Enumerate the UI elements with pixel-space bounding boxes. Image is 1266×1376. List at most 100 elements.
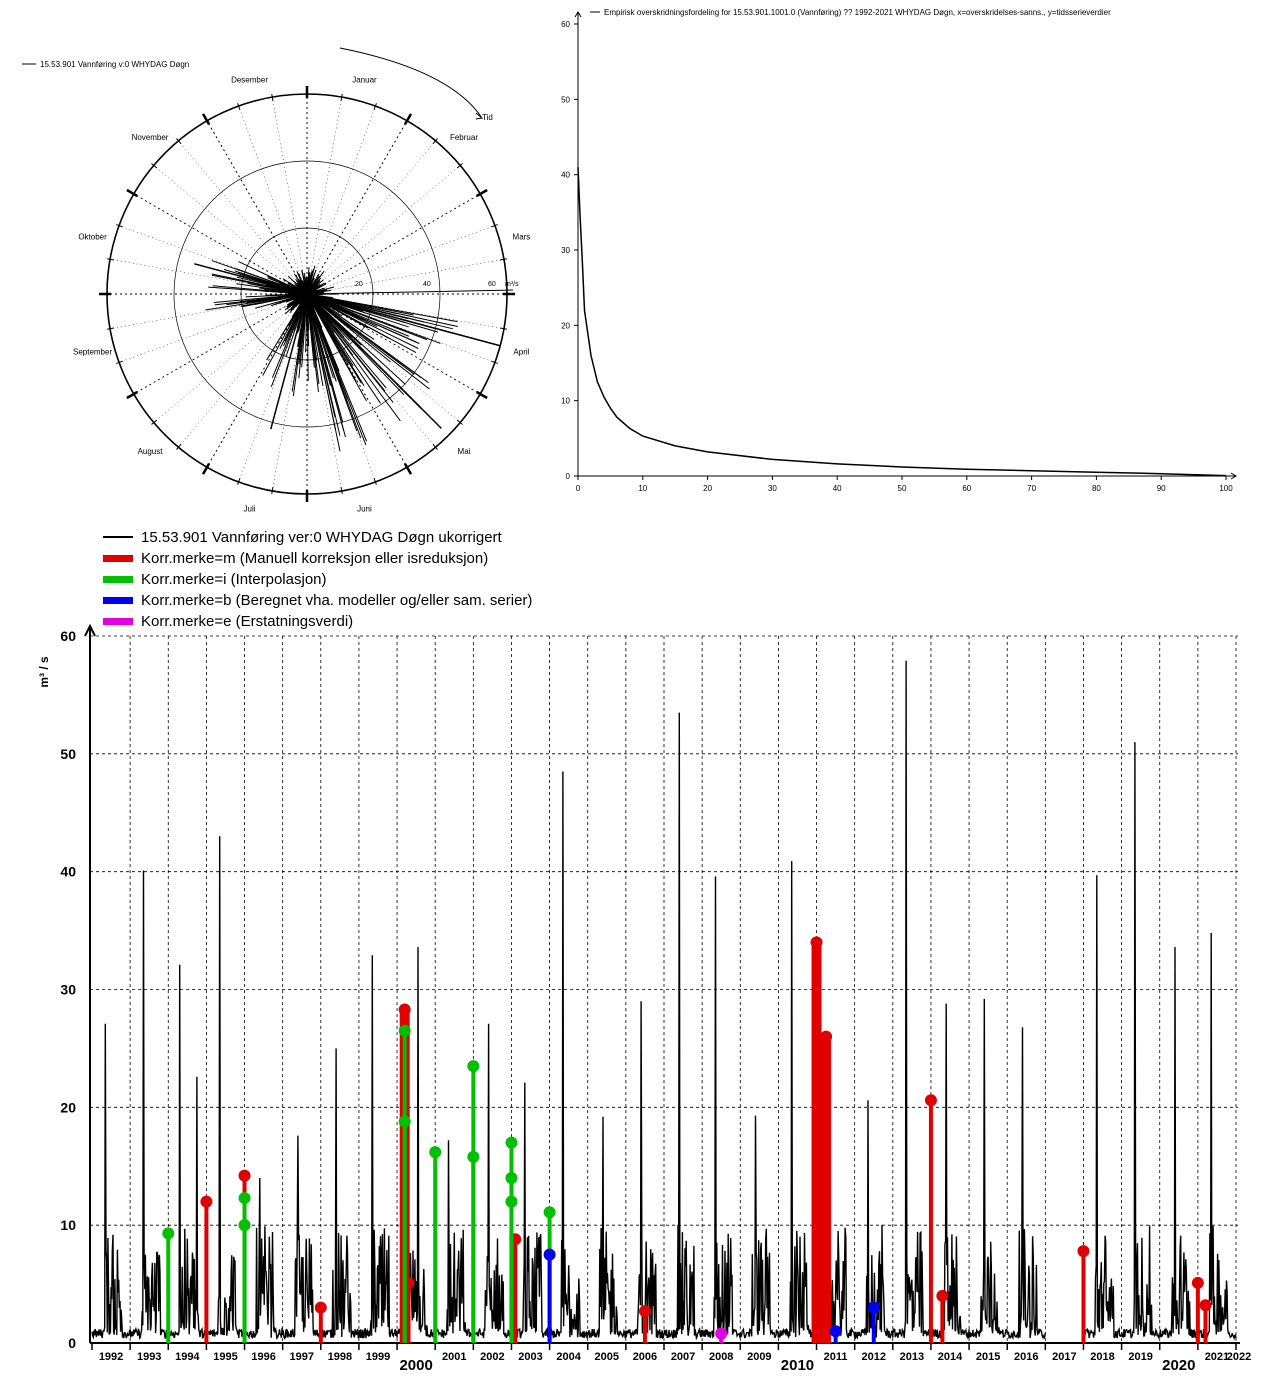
polar-spoke — [306, 293, 496, 363]
year-label-2015: 2015 — [976, 1351, 1000, 1363]
correction-marker — [829, 1325, 842, 1338]
polar-spoke — [178, 140, 308, 295]
timeseries-y-tick-label: 30 — [60, 982, 76, 998]
time-direction-arc — [339, 47, 483, 119]
year-label-2002: 2002 — [480, 1351, 504, 1363]
polar-spoke — [306, 293, 342, 492]
polar-spoke — [206, 120, 308, 295]
year-label-2009: 2009 — [747, 1351, 771, 1363]
correction-marker — [238, 1219, 251, 1232]
timeseries-y-tick-label: 20 — [60, 1099, 76, 1115]
polar-radial-value — [212, 285, 308, 295]
correction-marker — [162, 1227, 175, 1240]
polar-radial-value — [306, 289, 318, 295]
polar-radius-axis — [306, 289, 514, 295]
polar-spoke — [306, 293, 408, 468]
polar-spoke — [306, 140, 436, 295]
correction-marker — [238, 1169, 251, 1182]
correction-marker — [810, 936, 823, 949]
polar-spoke — [133, 193, 308, 295]
exceedance-legend-label: Empirisk overskridningsfordeling for 15.… — [604, 8, 1111, 17]
correction-marker — [867, 1301, 880, 1314]
timeseries-y-tick-label: 10 — [60, 1217, 76, 1233]
year-label-1998: 1998 — [328, 1351, 352, 1363]
month-label-november: November — [132, 133, 169, 142]
polar-spoke — [306, 165, 461, 295]
exceedance-x-tick-label: 30 — [768, 484, 777, 493]
polar-tick — [373, 478, 377, 485]
exceedance-y-tick-label: 0 — [566, 472, 571, 481]
ring-label-60: 60 — [488, 281, 496, 288]
polar-radial-value — [214, 293, 308, 306]
polar-tick — [373, 103, 377, 110]
polar-radial-value — [306, 293, 409, 328]
year-label-1994: 1994 — [175, 1351, 200, 1363]
year-label-2004: 2004 — [556, 1351, 581, 1363]
polar-peak-line — [306, 293, 421, 408]
exceedance-x-arrow — [1230, 472, 1237, 480]
polar-tick — [237, 103, 241, 110]
polar-spoke — [306, 193, 481, 295]
exceedance-x-tick-label: 0 — [576, 484, 581, 493]
timeseries-y-tick-label: 0 — [68, 1335, 76, 1351]
polar-spoke — [306, 259, 505, 295]
exceedance-x-tick-label: 60 — [962, 484, 971, 493]
correction-marker — [820, 1030, 833, 1043]
year-label-2022: 2022 — [1227, 1351, 1251, 1363]
correction-marker — [429, 1146, 442, 1159]
polar-ring-2 — [173, 160, 441, 428]
timeseries-y-ticks: 0 10 20 30 40 50 60 — [60, 628, 76, 1351]
polar-spoke — [153, 165, 308, 295]
exceedance-y-tick-label: 50 — [561, 95, 570, 104]
exceedance-y-tick-label: 20 — [561, 321, 570, 330]
polar-spoke — [306, 293, 505, 329]
correction-marker — [1191, 1276, 1204, 1289]
year-label-2003: 2003 — [518, 1351, 542, 1363]
polar-tick — [126, 188, 138, 198]
month-label-oktober: Oktober — [78, 233, 107, 242]
timeseries-legend: 15.53.901 Vannføring ver:0 WHYDAG Døgn u… — [103, 529, 532, 630]
year-label-1995: 1995 — [213, 1351, 237, 1363]
month-label-september: September — [73, 347, 112, 356]
polar-spoke — [306, 225, 496, 295]
month-label-juli: Juli — [244, 504, 256, 513]
polar-radial-value — [306, 293, 386, 324]
legend-label: Korr.merke=m (Manuell korreksjon eller i… — [141, 550, 488, 567]
legend-swatch-correction — [103, 576, 133, 583]
polar-tick — [456, 163, 463, 169]
year-label-2005: 2005 — [595, 1351, 619, 1363]
polar-tick — [106, 258, 115, 261]
polar-unit-label: m³/s — [505, 281, 519, 288]
polar-tick — [340, 486, 343, 495]
correction-marker — [238, 1192, 251, 1205]
polar-tick — [491, 360, 498, 364]
correction-marker — [924, 1094, 937, 1107]
exceedance-x-tick-label: 20 — [703, 484, 712, 493]
polar-tick — [340, 93, 343, 102]
year-label-2006: 2006 — [633, 1351, 657, 1363]
month-label-februar: Februar — [450, 133, 478, 142]
polar-legend-label: 15.53.901 Vannføring v:0 WHYDAG Døgn — [40, 60, 189, 69]
year-label-2020: 2020 — [1162, 1357, 1195, 1374]
ring-label-40: 40 — [423, 281, 431, 288]
month-label-mars: Mars — [513, 233, 531, 242]
polar-peak-line — [270, 293, 308, 430]
correction-marker — [314, 1301, 327, 1314]
polar-spoke — [306, 96, 342, 295]
polar-tick — [116, 360, 123, 364]
year-label-2010: 2010 — [781, 1357, 814, 1374]
timeseries-y-label: m³ / s — [37, 656, 51, 688]
timeseries-y-tick-label: 40 — [60, 864, 76, 880]
polar-spoke — [109, 259, 308, 295]
polar-spoke — [118, 293, 308, 363]
polar-tick — [106, 327, 115, 330]
legend-label: Korr.merke=e (Erstatningsverdi) — [141, 613, 353, 630]
polar-grid — [99, 86, 515, 502]
correction-marker — [505, 1195, 518, 1208]
year-label-2007: 2007 — [671, 1351, 695, 1363]
legend-swatch-correction — [103, 618, 133, 625]
polar-tick — [271, 486, 274, 495]
timeseries-grid — [90, 635, 1238, 1343]
exceedance-curve — [577, 167, 1227, 477]
